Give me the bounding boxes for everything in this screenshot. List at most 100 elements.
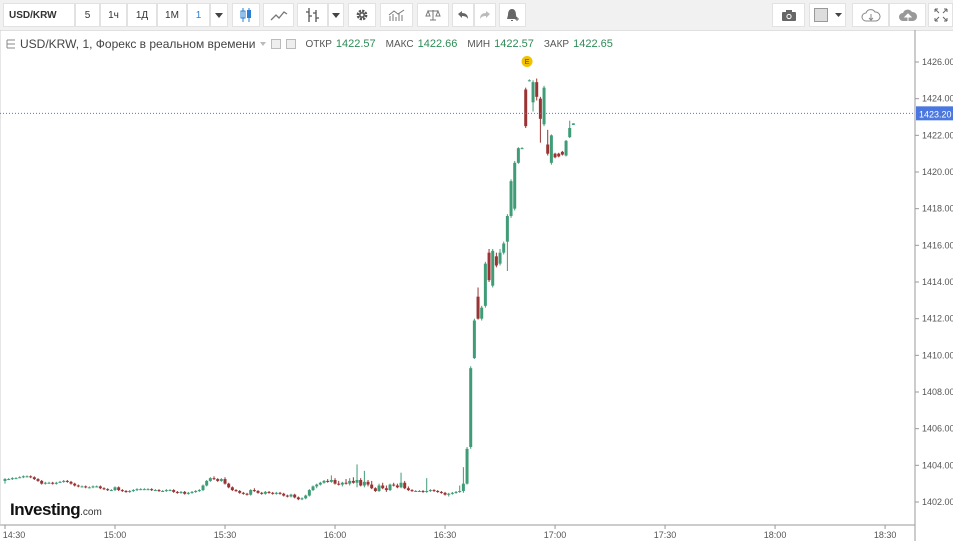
candle-body	[439, 491, 443, 493]
gear-icon	[356, 9, 368, 21]
undo-icon	[458, 11, 468, 19]
candle-body	[410, 490, 414, 492]
candle-body	[252, 490, 256, 492]
candle-body	[84, 486, 88, 488]
interval-1d-button[interactable]: 1Д	[127, 3, 157, 27]
candle-body	[194, 490, 198, 492]
candle-body	[366, 481, 370, 485]
candle-body	[25, 476, 29, 478]
candle-body	[509, 181, 513, 216]
candle-body	[208, 478, 212, 481]
y-tick-label: 1426.00	[922, 57, 953, 67]
candle-body	[164, 490, 168, 492]
settings-button[interactable]	[348, 3, 376, 27]
candle-body	[91, 486, 95, 488]
candle-body	[454, 491, 458, 493]
load-chart-button[interactable]	[852, 3, 889, 27]
candle-body	[377, 485, 381, 491]
candle-body	[120, 490, 124, 492]
candle-body	[417, 490, 421, 492]
series-title[interactable]: USD/KRW, 1, Форекс в реальном времени	[20, 37, 256, 51]
candle-body	[282, 493, 286, 496]
fullscreen-button[interactable]	[928, 3, 953, 27]
candle-body	[197, 490, 201, 492]
candle-body	[362, 481, 366, 486]
candle-body	[557, 153, 561, 157]
candle-body	[531, 82, 535, 103]
candle-body	[40, 480, 44, 484]
candle-body	[135, 489, 139, 491]
interval-5-button[interactable]: 5	[75, 3, 100, 27]
x-tick-label: 15:00	[104, 530, 127, 540]
candle-body	[113, 487, 117, 491]
candle-body	[494, 256, 498, 266]
current-price-label: 1423.20	[919, 109, 952, 119]
candle-body	[186, 492, 190, 494]
candle-body	[190, 491, 194, 493]
bar-style-dropdown[interactable]	[328, 3, 344, 27]
candle-body	[329, 479, 333, 482]
bar-style-button[interactable]	[297, 3, 328, 27]
candle-body	[458, 490, 462, 492]
y-tick-label: 1424.00	[922, 94, 953, 104]
color-square-icon	[813, 8, 828, 22]
candle-body	[311, 486, 315, 491]
high-label: МАКС	[385, 38, 414, 50]
candles-button[interactable]	[232, 3, 260, 27]
candle-body	[183, 491, 187, 494]
compare-button[interactable]	[417, 3, 449, 27]
candle-body	[73, 483, 77, 486]
candle-body	[219, 479, 223, 481]
high-value: 1422.66	[417, 38, 458, 50]
chevron-down-icon	[215, 12, 223, 18]
interval-dropdown-button[interactable]	[210, 3, 228, 27]
candle-body	[351, 480, 355, 483]
candle-body	[109, 490, 113, 492]
candle-body	[58, 481, 62, 483]
candle-body	[414, 490, 418, 492]
bar-style-icon	[305, 8, 319, 22]
y-tick-label: 1420.00	[922, 167, 953, 177]
candlestick-icon	[240, 8, 251, 22]
candle-body	[505, 215, 509, 242]
symbol-input[interactable]: USD/KRW	[3, 3, 75, 27]
interval-1m-button[interactable]: 1М	[157, 3, 187, 27]
y-tick-label: 1422.00	[922, 130, 953, 140]
undo-button[interactable]	[452, 3, 474, 27]
candle-body	[476, 296, 480, 319]
menu-icon[interactable]	[6, 39, 16, 49]
candle-body	[337, 483, 341, 485]
candle-body	[487, 252, 491, 281]
candle-body	[498, 252, 502, 264]
alert-button[interactable]	[499, 3, 526, 27]
candle-body	[230, 487, 234, 491]
chevron-down-icon[interactable]	[259, 42, 266, 46]
candle-body	[260, 492, 264, 494]
interval-1h-button[interactable]: 1ч	[100, 3, 127, 27]
line-chart-icon	[270, 11, 287, 21]
indicators-icon	[388, 9, 404, 21]
candle-body	[425, 490, 429, 492]
screenshot-button[interactable]	[772, 3, 805, 27]
chart-toolbar: USD/KRW 5 1ч 1Д 1М 1	[0, 0, 953, 31]
candle-body	[322, 480, 326, 483]
chart-type-button[interactable]	[263, 3, 294, 27]
hide-series-icon[interactable]	[270, 39, 281, 49]
candle-body	[568, 127, 572, 138]
settings-series-icon[interactable]	[285, 39, 296, 49]
redo-icon	[480, 11, 490, 19]
candle-body	[461, 483, 465, 491]
save-chart-button[interactable]	[889, 3, 926, 27]
redo-button[interactable]	[474, 3, 496, 27]
candle-body	[370, 484, 374, 489]
candle-body	[157, 490, 161, 492]
candle-body	[403, 482, 407, 489]
candle-body	[131, 490, 135, 492]
candle-body	[571, 123, 575, 125]
candle-body	[450, 492, 454, 494]
indicators-button[interactable]	[380, 3, 413, 27]
interval-1-button[interactable]: 1	[187, 3, 210, 27]
candle-body	[168, 490, 172, 492]
price-chart[interactable]: 1402.00 1404.00 1406.00 1408.00 1410.00 1412.…	[0, 30, 953, 541]
color-theme-button[interactable]	[809, 3, 846, 27]
